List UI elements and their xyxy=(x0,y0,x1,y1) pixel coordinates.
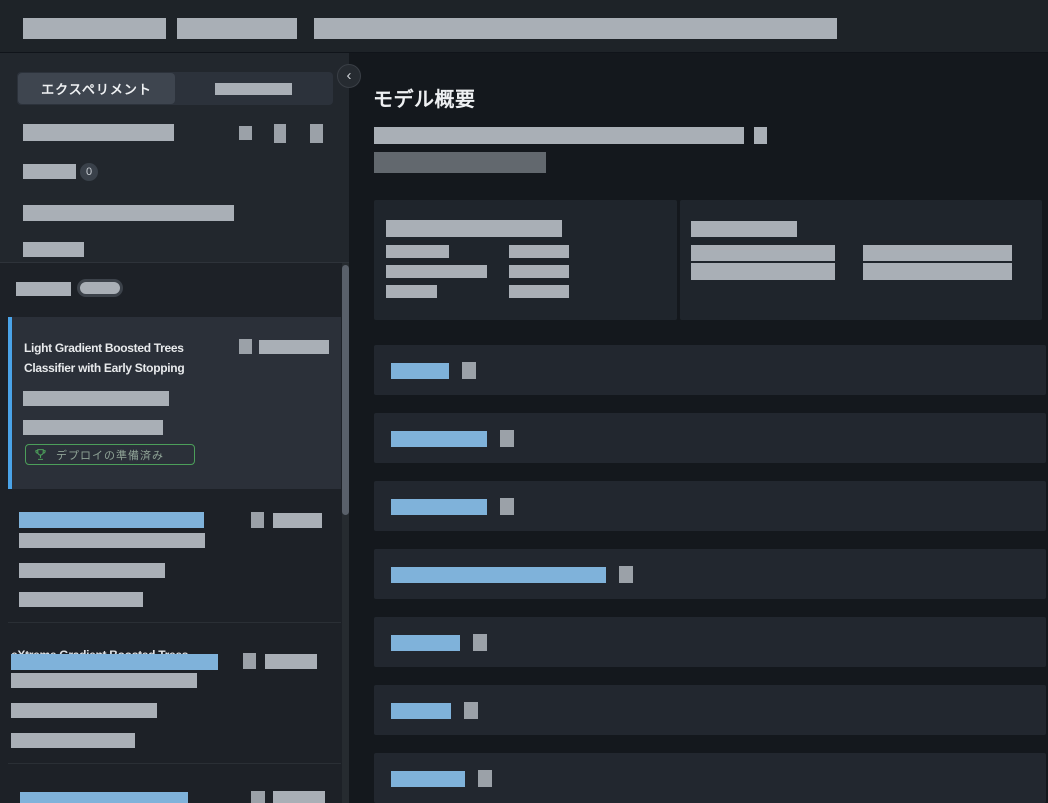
insight-row xyxy=(374,413,1046,463)
project-name-placeholder xyxy=(23,205,234,221)
filter-count-badge: 0 xyxy=(80,163,98,181)
info-icon-placeholder[interactable] xyxy=(619,566,633,583)
model-list: Light Gradient Boosted Trees Classifier … xyxy=(0,262,349,803)
insight-link-placeholder[interactable] xyxy=(391,431,487,447)
filter-label-placeholder[interactable] xyxy=(23,164,76,179)
sidebar-collapse-button[interactable]: ‹ xyxy=(337,64,361,88)
model-metric-placeholder xyxy=(259,340,329,354)
info-icon-placeholder[interactable] xyxy=(500,498,514,515)
sidebar-scrollbar-thumb[interactable] xyxy=(342,265,349,515)
view-icon-placeholder[interactable] xyxy=(239,126,252,140)
nav-item-placeholder[interactable] xyxy=(23,18,166,39)
model-meta-placeholder xyxy=(23,420,163,435)
insight-link-placeholder[interactable] xyxy=(391,771,465,787)
insight-row xyxy=(374,617,1046,667)
model-card[interactable] xyxy=(8,764,341,803)
metric-cell-placeholder xyxy=(863,263,1012,280)
insight-row xyxy=(374,345,1046,395)
deploy-ready-badge: デプロイの準備済み xyxy=(25,444,195,465)
info-icon-placeholder[interactable] xyxy=(462,362,476,379)
model-subtitle-placeholder xyxy=(11,673,197,688)
trophy-icon xyxy=(35,449,46,460)
model-metric-placeholder xyxy=(265,654,317,669)
info-value-placeholder xyxy=(509,245,569,258)
edit-icon-placeholder[interactable] xyxy=(754,127,767,144)
insight-row xyxy=(374,685,1046,735)
settings-icon-placeholder[interactable] xyxy=(310,124,323,143)
model-card[interactable] xyxy=(8,623,341,764)
metrics-info-card xyxy=(680,200,1042,320)
model-title-partial: eXtreme Gradient Boosted Trees xyxy=(11,648,189,655)
model-meta-placeholder xyxy=(11,733,135,748)
info-label-placeholder xyxy=(386,285,437,298)
filter-count-value: 0 xyxy=(85,166,93,178)
insight-row xyxy=(374,549,1046,599)
toggle-chip-placeholder[interactable] xyxy=(77,279,123,297)
info-value-placeholder xyxy=(509,265,569,278)
model-title-link-placeholder[interactable] xyxy=(20,792,188,803)
insight-link-placeholder[interactable] xyxy=(391,703,451,719)
sidebar-scrollbar[interactable] xyxy=(342,263,349,803)
sidebar-tab-bar: エクスペリメント xyxy=(17,72,333,105)
insight-link-placeholder[interactable] xyxy=(391,635,460,651)
search-bar-placeholder[interactable] xyxy=(23,124,174,141)
sidebar: エクスペリメント 0 Light Gradient Boosted Trees … xyxy=(0,53,349,803)
info-label-placeholder xyxy=(386,245,449,258)
tab-experiments-label: エクスペリメント xyxy=(41,82,152,97)
model-type-icon-placeholder xyxy=(251,512,264,528)
sort-icon-placeholder[interactable] xyxy=(274,124,286,143)
tab-experiments[interactable]: エクスペリメント xyxy=(18,73,175,104)
model-subtitle-placeholder xyxy=(19,533,205,548)
info-icon-placeholder[interactable] xyxy=(478,770,492,787)
tab-placeholder[interactable] xyxy=(215,83,292,95)
top-bar xyxy=(0,0,1048,53)
insight-link-placeholder[interactable] xyxy=(391,567,606,583)
model-card[interactable] xyxy=(8,489,341,623)
model-info-card xyxy=(374,200,677,320)
insight-link-placeholder[interactable] xyxy=(391,363,449,379)
nav-item-placeholder[interactable] xyxy=(177,18,297,39)
model-title-link-placeholder[interactable] xyxy=(11,654,218,670)
model-name-placeholder xyxy=(374,127,744,144)
page-title: モデル概要 xyxy=(373,89,476,111)
model-type-icon-placeholder xyxy=(239,339,252,354)
sort-chip-placeholder[interactable] xyxy=(16,282,71,296)
info-value-placeholder xyxy=(509,285,569,298)
info-header-placeholder xyxy=(691,221,797,237)
info-header-placeholder xyxy=(386,220,562,237)
info-icon-placeholder[interactable] xyxy=(473,634,487,651)
model-title-line1: Light Gradient Boosted Trees xyxy=(24,341,184,355)
metric-cell-placeholder xyxy=(863,245,1012,261)
model-meta-placeholder xyxy=(23,391,169,406)
insight-row xyxy=(374,753,1046,803)
main-panel: モデル概要 xyxy=(349,53,1048,803)
model-meta-placeholder xyxy=(19,563,165,578)
metric-cell-placeholder xyxy=(691,263,835,280)
model-card-selected[interactable]: Light Gradient Boosted Trees Classifier … xyxy=(8,317,341,489)
metric-cell-placeholder xyxy=(691,245,835,261)
deploy-ready-label: デプロイの準備済み xyxy=(56,449,164,462)
chevron-left-icon: ‹ xyxy=(346,66,352,84)
info-label-placeholder xyxy=(386,265,487,278)
model-title-link-placeholder[interactable] xyxy=(19,512,204,528)
model-id-placeholder xyxy=(374,152,546,173)
info-icon-placeholder[interactable] xyxy=(500,430,514,447)
model-type-icon-placeholder xyxy=(243,653,256,669)
model-title-line2: Classifier with Early Stopping xyxy=(24,361,185,375)
model-meta-placeholder xyxy=(11,703,157,718)
insight-row xyxy=(374,481,1046,531)
model-metric-placeholder xyxy=(273,513,322,528)
info-icon-placeholder[interactable] xyxy=(464,702,478,719)
insight-link-placeholder[interactable] xyxy=(391,499,487,515)
model-metric-placeholder xyxy=(273,791,325,803)
model-type-icon-placeholder xyxy=(251,791,265,803)
model-meta-placeholder xyxy=(19,592,143,607)
breadcrumb-placeholder xyxy=(314,18,837,39)
section-label-placeholder xyxy=(23,242,84,257)
model-card-title: Light Gradient Boosted Trees Classifier … xyxy=(24,338,185,378)
